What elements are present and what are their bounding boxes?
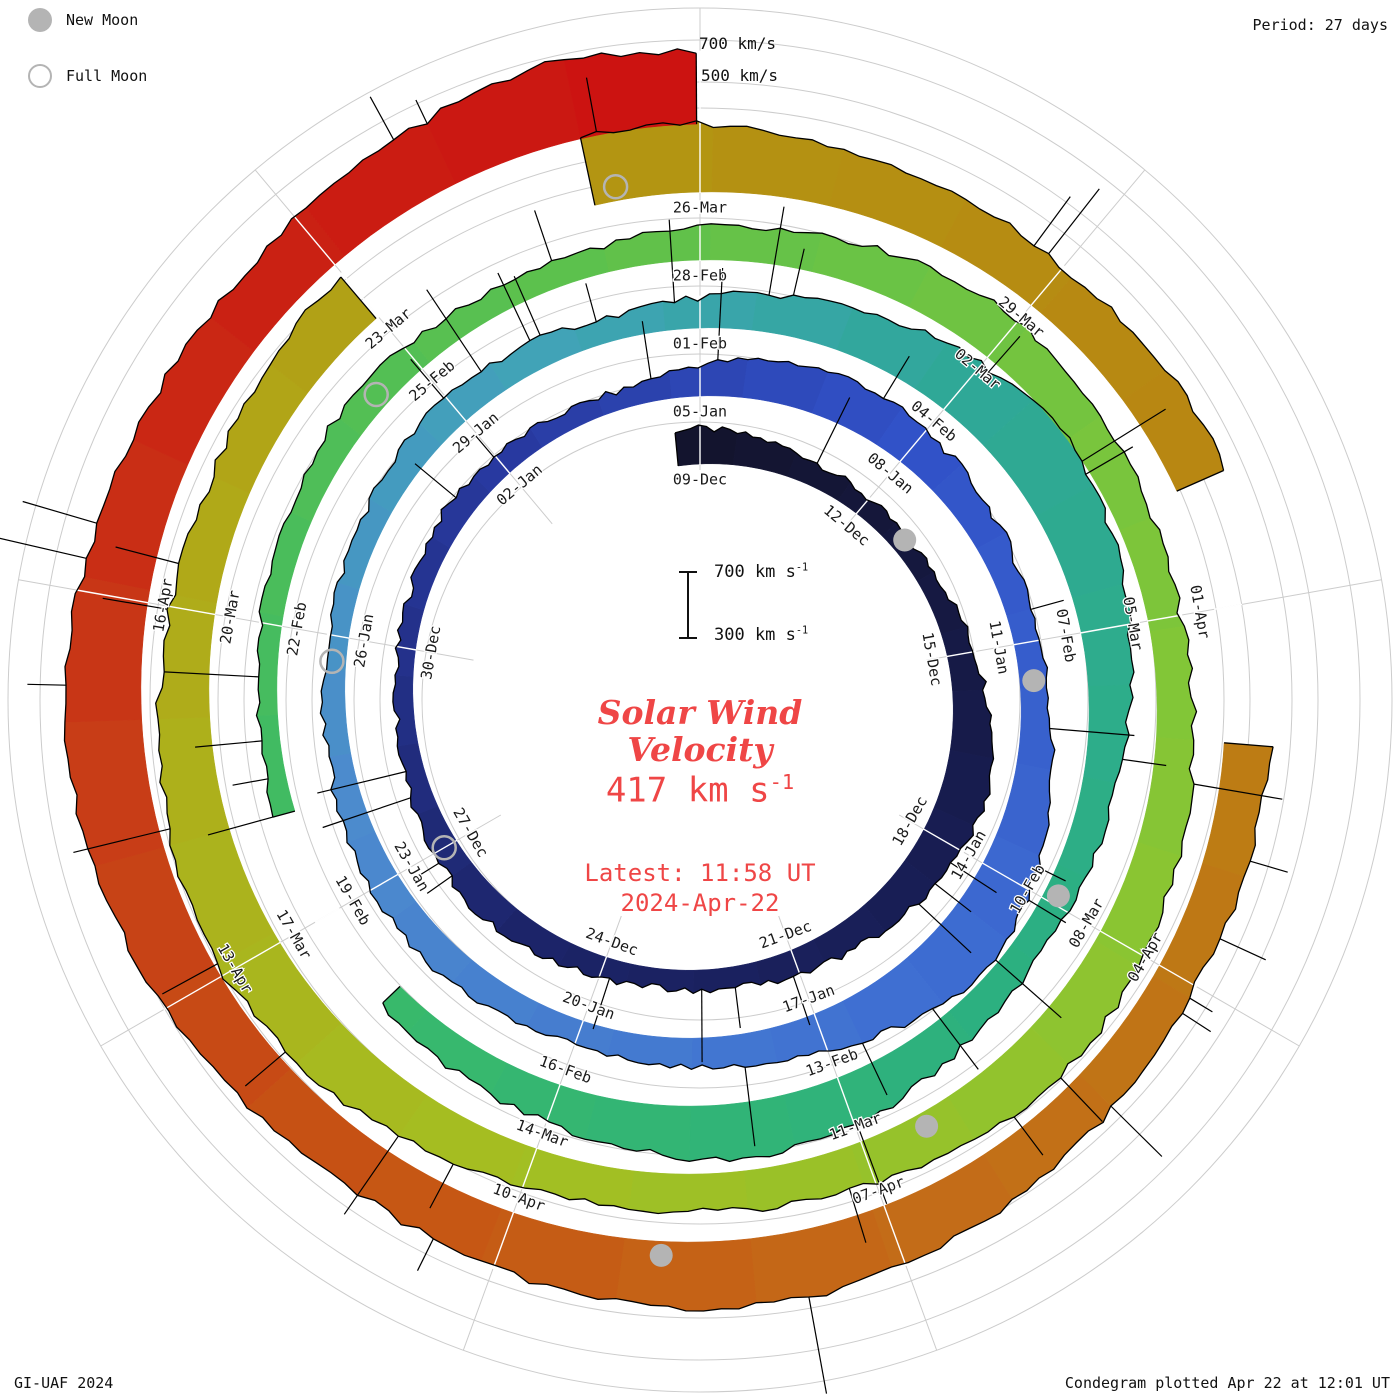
credit-label: GI-UAF 2024	[14, 1374, 114, 1392]
date-label: 28-Feb	[673, 267, 727, 285]
chart-title-line1: Solar Wind	[597, 693, 803, 732]
ring-500-label: 500 km/s	[701, 66, 779, 85]
plotted-label: Condegram plotted Apr 22 at 12:01 UT	[1064, 1374, 1390, 1392]
legend-full-moon-label: Full Moon	[66, 67, 148, 85]
chart-title: Solar Wind Velocity	[598, 694, 803, 768]
date-label: 09-Dec	[673, 471, 727, 489]
date-label: 26-Jan	[350, 612, 377, 668]
latest-timestamp: Latest: 11:58 UT 2024-Apr-22	[584, 858, 815, 918]
velocity-band	[64, 48, 1274, 1312]
new-moon-marker	[1046, 884, 1070, 908]
new-moon-marker	[1022, 669, 1046, 693]
full-moon-marker	[363, 381, 389, 408]
moon-markers	[319, 173, 1070, 1267]
scale-700-label: 700 km s-1	[714, 562, 809, 582]
latest-velocity-value: 417 km s-1	[605, 770, 795, 811]
scale-300-label: 300 km s-1	[714, 625, 809, 645]
date-label: 11-Jan	[985, 619, 1012, 675]
new-moon-icon	[28, 8, 52, 32]
full-moon-marker	[602, 173, 629, 200]
legend-new-moon: New Moon	[28, 8, 138, 32]
date-label: 05-Jan	[673, 403, 727, 421]
latest-time-line: Latest: 11:58 UT	[584, 859, 816, 887]
date-label: 20-Mar	[216, 589, 243, 645]
full-moon-marker	[319, 648, 345, 675]
date-label: 26-Mar	[673, 199, 727, 217]
velocity-top-edge	[63, 48, 1274, 1312]
new-moon-marker	[915, 1114, 939, 1138]
new-moon-marker	[649, 1243, 673, 1267]
full-moon-marker	[431, 834, 457, 861]
date-label: 15-Dec	[918, 631, 945, 687]
date-label: 01-Apr	[1186, 584, 1213, 640]
chart-title-line2: Velocity	[627, 730, 773, 769]
date-label: 01-Feb	[673, 335, 727, 353]
full-moon-icon	[28, 64, 52, 88]
legend-new-moon-label: New Moon	[66, 11, 139, 29]
legend-full-moon: Full Moon	[28, 64, 147, 88]
new-moon-marker	[893, 528, 917, 552]
scale-bar-cap-top	[679, 571, 697, 573]
date-label: 30-Dec	[417, 624, 444, 680]
period-label: Period: 27 days	[1252, 16, 1388, 34]
date-label: 22-Feb	[283, 601, 310, 657]
velocity-spikes	[0, 77, 1288, 1394]
ring-700-label: 700 km/s	[699, 34, 777, 53]
latest-date-line: 2024-Apr-22	[620, 889, 780, 917]
scale-bar	[687, 572, 689, 638]
scale-bar-cap-bottom	[679, 637, 697, 639]
date-label: 07-Feb	[1052, 607, 1079, 663]
